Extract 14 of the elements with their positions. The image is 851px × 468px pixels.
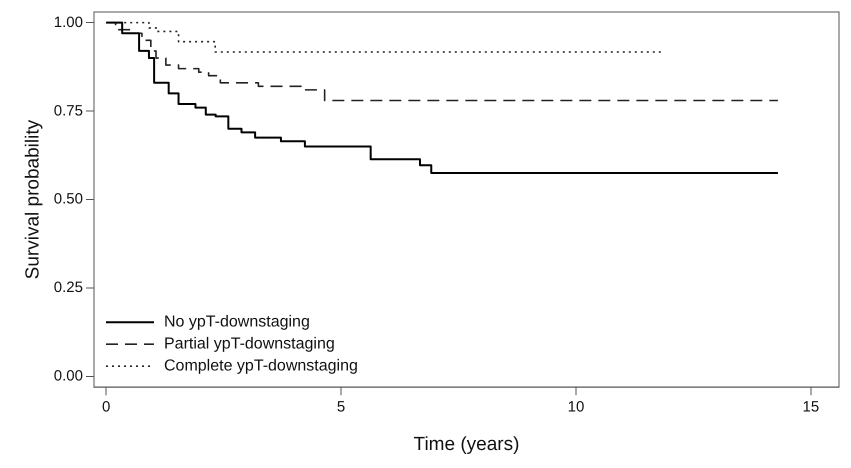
legend-label: Complete ypT-downstaging — [164, 358, 358, 375]
y-tick-label: 0.75 — [54, 102, 83, 120]
y-tick-label: 0.25 — [54, 279, 83, 296]
x-tick-label: 0 — [102, 398, 110, 416]
y-axis-title: Survival probability — [22, 119, 44, 280]
legend-label: Partial ypT-downstaging — [164, 336, 335, 353]
x-axis-title: Time (years) — [414, 434, 520, 455]
x-tick-label: 10 — [568, 398, 584, 416]
y-tick-label: 0.50 — [54, 190, 83, 208]
x-tick-label: 15 — [802, 398, 820, 416]
y-tick-label: 1.00 — [54, 14, 83, 31]
x-tick-label: 5 — [336, 398, 346, 416]
legend-label: No ypT-downstaging — [164, 314, 310, 331]
y-tick-label: 0.00 — [54, 368, 83, 385]
